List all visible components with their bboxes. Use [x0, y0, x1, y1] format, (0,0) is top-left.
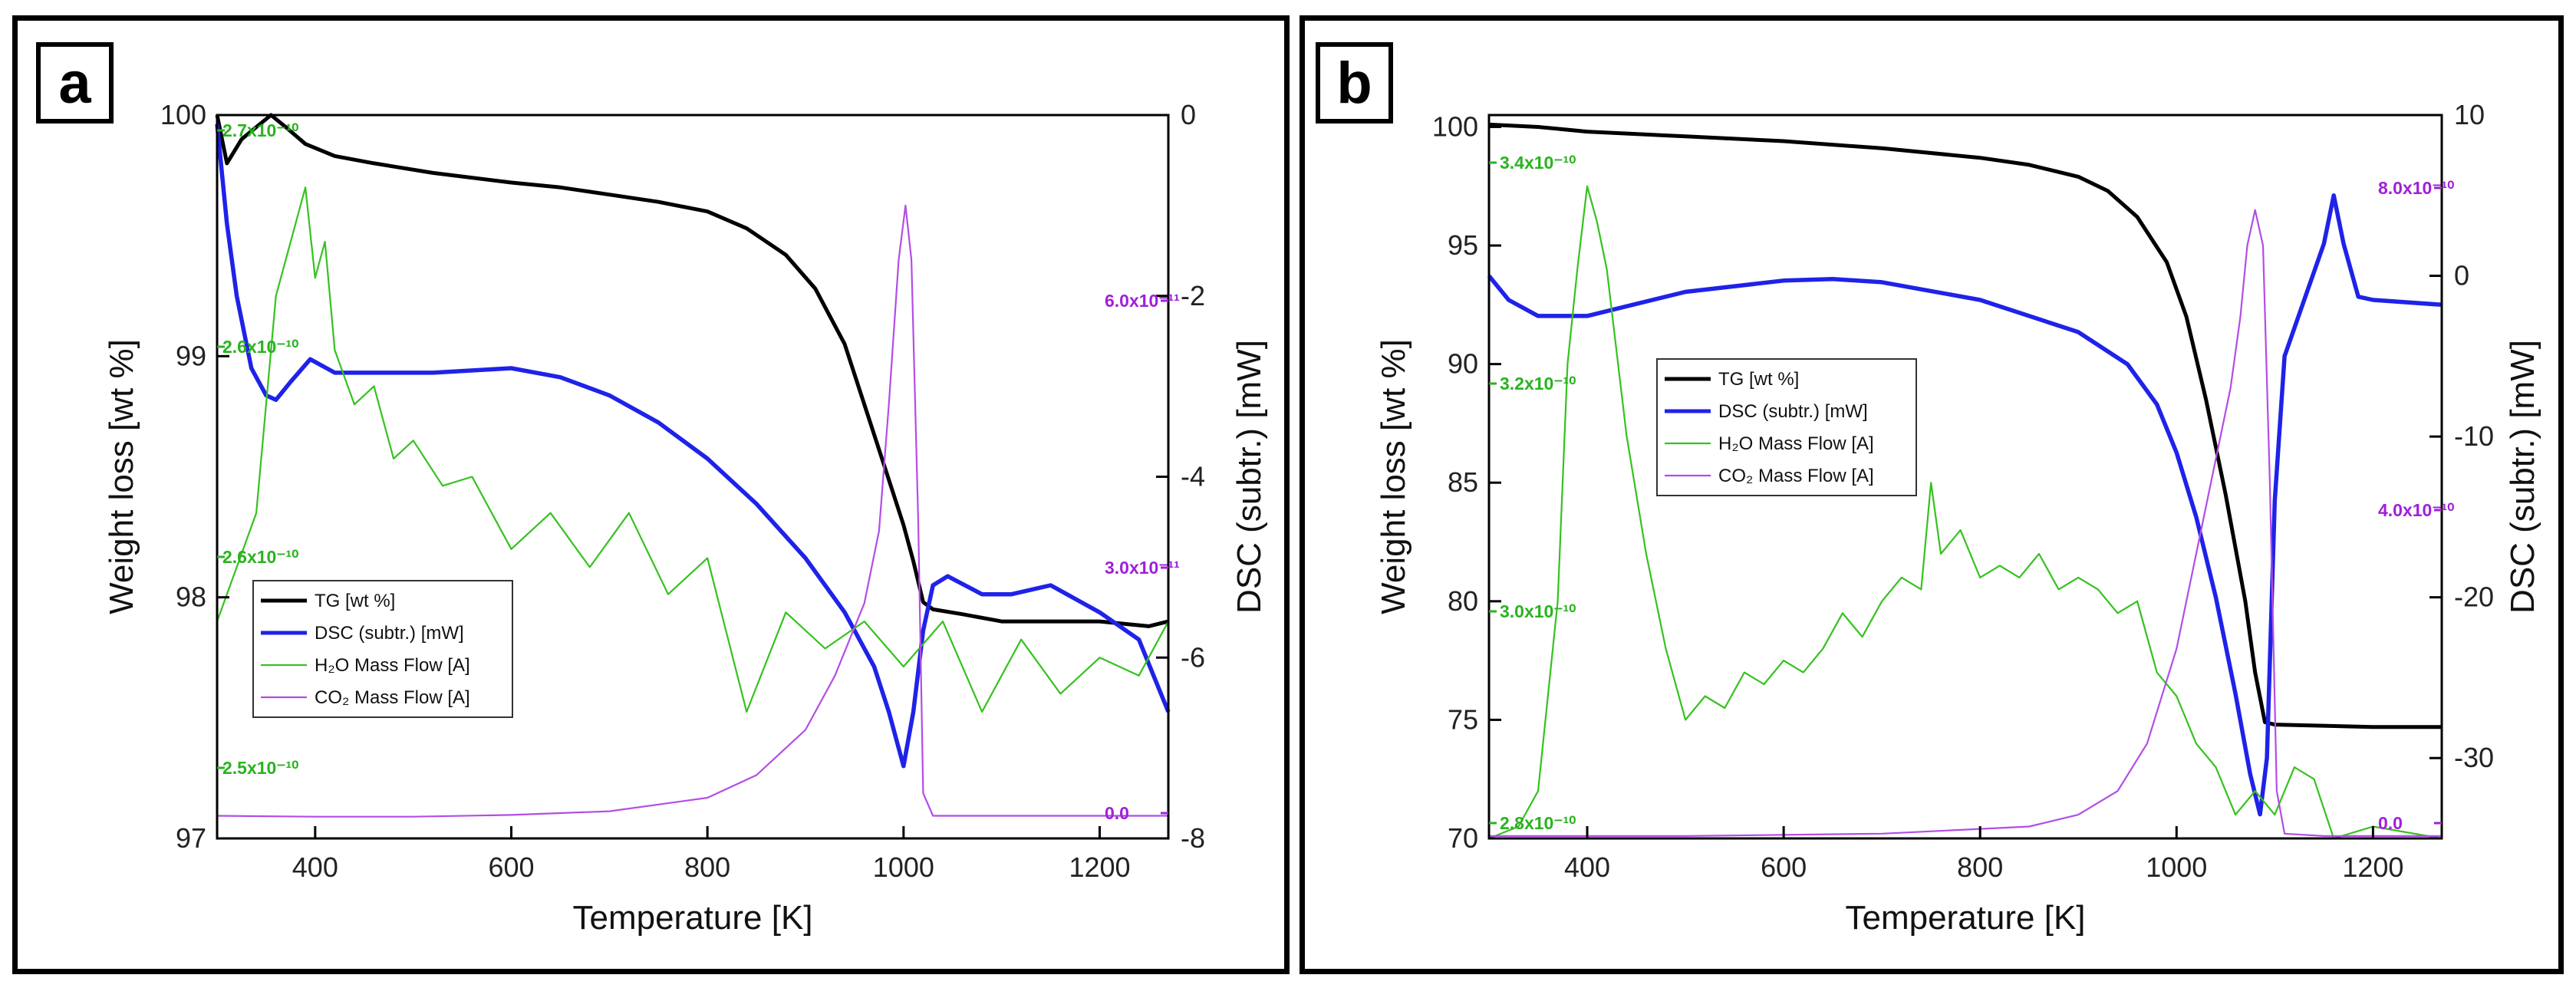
legend-box-b [1656, 358, 1917, 496]
y2-axis-label-a: DSC (subtr.) [mW] [1230, 340, 1268, 614]
series-line-b-0 [1488, 122, 2442, 729]
y-tick-label-b-1: 75 [1448, 703, 1478, 735]
co2-axis-label-b-1: 4.0x10⁻¹⁰ [2378, 500, 2454, 520]
x-axis-label-b: Temperature [K] [1845, 899, 2085, 937]
series-line-a-1 [215, 123, 1171, 769]
legend-label-a-1: DSC (subtr.) [mW] [315, 623, 464, 644]
series-line-a-3 [216, 204, 1168, 818]
co2-axis-label-b-0: 0.0 [2378, 813, 2403, 833]
plot-frame-a [216, 114, 1170, 840]
panel-label-box-b [1316, 42, 1393, 123]
h2o-axis-label-b-0: 2.8x10⁻¹⁰ [1500, 813, 1576, 833]
y2-tick-label-b-1: -20 [2454, 581, 2494, 613]
x-axis-label-a: Temperature [K] [572, 899, 812, 937]
co2-axis-label-b-2: 8.0x10⁻¹⁰ [2378, 178, 2454, 198]
plot-frame-b [1487, 114, 2443, 840]
series-line-b-2 [1488, 185, 2443, 840]
x-tick-label-b-4: 1200 [2342, 851, 2403, 883]
x-tick-label-a-1: 600 [488, 851, 534, 883]
y-tick-label-a-1: 98 [176, 581, 206, 613]
panel-a [12, 15, 1290, 974]
y2-axis-label-b: DSC (subtr.) [mW] [2504, 340, 2541, 614]
legend-label-a-0: TG [wt %] [315, 591, 395, 611]
h2o-axis-label-a-3: 2.7x10⁻¹⁰ [222, 120, 298, 140]
x-tick-label-a-2: 800 [684, 851, 730, 883]
y-axis-label-a: Weight loss [wt %] [103, 339, 140, 614]
legend-label-b-1: DSC (subtr.) [mW] [1718, 401, 1868, 422]
x-tick-label-b-1: 600 [1761, 851, 1807, 883]
panel-label-box-a [36, 42, 114, 123]
h2o-axis-label-a-1: 2.6x10⁻¹⁰ [222, 547, 298, 567]
h2o-axis-label-a-2: 2.6x10⁻¹⁰ [222, 337, 298, 357]
h2o-axis-label-a-0: 2.5x10⁻¹⁰ [222, 758, 298, 778]
legend-label-b-0: TG [wt %] [1718, 369, 1799, 390]
h2o-axis-label-b-3: 3.4x10⁻¹⁰ [1500, 153, 1576, 173]
y2-tick-label-a-3: -2 [1181, 280, 1205, 311]
co2-axis-label-a-2: 6.0x10⁻¹¹ [1105, 291, 1180, 311]
co2-axis-label-a-0: 0.0 [1105, 803, 1129, 823]
legend-label-a-3: CO₂ Mass Flow [A] [315, 687, 470, 708]
y-tick-label-b-4: 90 [1448, 348, 1478, 380]
h2o-axis-label-b-2: 3.2x10⁻¹⁰ [1500, 374, 1576, 394]
y-tick-label-b-5: 95 [1448, 229, 1478, 261]
y2-tick-label-a-0: -8 [1181, 822, 1205, 854]
y-tick-label-b-6: 100 [1432, 110, 1478, 142]
y-tick-label-b-3: 85 [1448, 466, 1478, 498]
x-tick-label-b-2: 800 [1957, 851, 2003, 883]
y-tick-label-a-3: 100 [160, 99, 206, 130]
y2-tick-label-a-2: -4 [1181, 461, 1205, 492]
legend-label-b-3: CO₂ Mass Flow [A] [1718, 466, 1874, 486]
series-line-b-3 [1489, 209, 2442, 838]
legend-box-a [252, 580, 513, 718]
y2-tick-label-a-1: -6 [1181, 641, 1205, 673]
x-tick-label-a-4: 1200 [1069, 851, 1130, 883]
y2-tick-label-b-0: -30 [2454, 742, 2494, 773]
y2-tick-label-a-4: 0 [1181, 99, 1196, 130]
legend-label-a-2: H₂O Mass Flow [A] [315, 655, 470, 676]
y-tick-label-a-0: 97 [176, 822, 206, 854]
panel-label-a: a [58, 51, 91, 116]
y-tick-label-b-2: 80 [1448, 585, 1478, 617]
panel-label-b: b [1336, 51, 1372, 116]
y-tick-label-b-0: 70 [1448, 822, 1478, 854]
y-tick-label-a-2: 99 [176, 340, 206, 371]
x-tick-label-a-3: 1000 [873, 851, 934, 883]
series-line-b-1 [1487, 193, 2443, 817]
x-tick-label-b-0: 400 [1564, 851, 1610, 883]
y2-tick-label-b-3: 0 [2454, 260, 2469, 291]
y2-tick-label-b-4: 10 [2454, 99, 2485, 130]
x-tick-label-b-3: 1000 [2146, 851, 2207, 883]
legend-label-b-2: H₂O Mass Flow [A] [1718, 433, 1874, 454]
co2-axis-label-a-1: 3.0x10⁻¹¹ [1105, 558, 1180, 578]
series-line-a-2 [216, 186, 1169, 713]
y-axis-label-b: Weight loss [wt %] [1375, 339, 1412, 614]
series-line-a-0 [215, 113, 1169, 628]
panel-b [1300, 15, 2564, 974]
h2o-axis-label-b-1: 3.0x10⁻¹⁰ [1500, 601, 1576, 621]
y2-tick-label-b-2: -10 [2454, 420, 2494, 452]
x-tick-label-a-0: 400 [292, 851, 338, 883]
